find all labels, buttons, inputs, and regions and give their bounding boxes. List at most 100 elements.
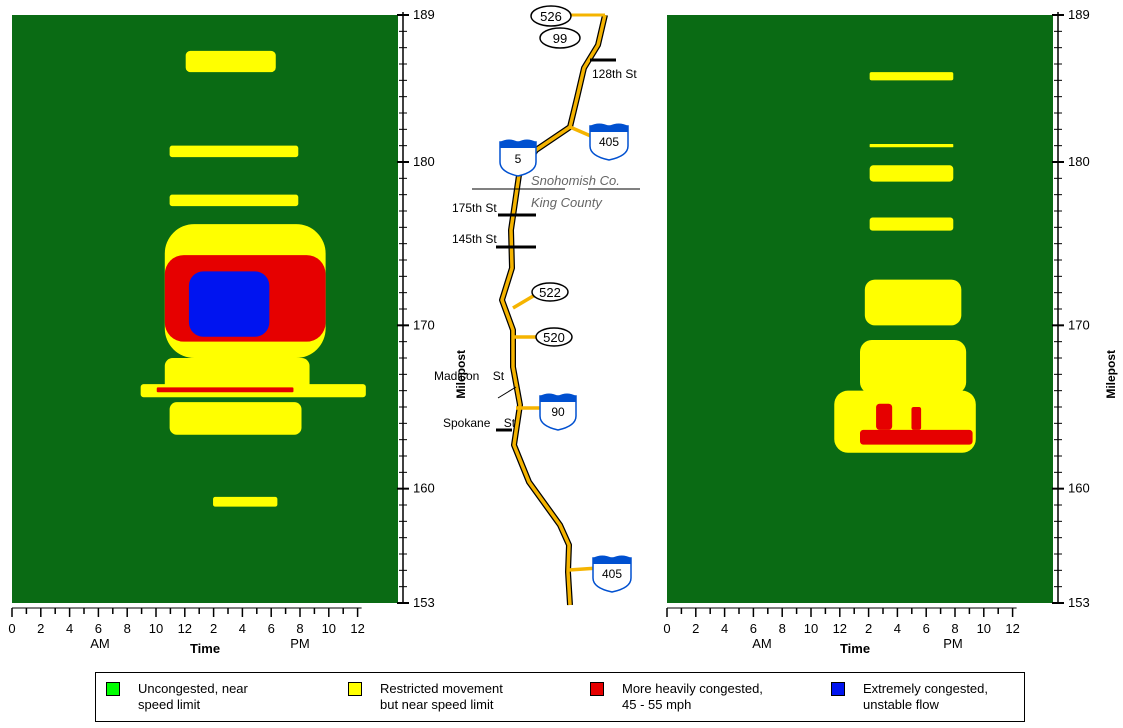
time-tick-label: 8: [124, 621, 131, 636]
milepost-tick-label: 153: [413, 595, 435, 610]
time-tick-label: 0: [663, 621, 670, 636]
sr522-shield: 522: [531, 282, 569, 302]
time-axis-label: Time: [190, 641, 220, 656]
legend-swatch-extreme: [831, 682, 845, 696]
legend-swatch-uncongested: [106, 682, 120, 696]
sr526-label: 526: [540, 9, 562, 24]
i90-label: 90: [551, 405, 565, 419]
congestion-region-restricted: [869, 144, 954, 148]
i90-shield-icon: 90: [539, 393, 577, 431]
pm-label: PM: [290, 636, 310, 651]
time-tick-label: 4: [894, 621, 901, 636]
congestion-region-heavy: [156, 387, 294, 393]
sr99-label: 99: [553, 31, 567, 46]
milepost-tick-label: 189: [413, 7, 435, 22]
congestion-region-restricted: [213, 496, 278, 507]
plot-background: [667, 15, 1053, 603]
sr522-label: 522: [539, 285, 561, 300]
congestion-region-restricted: [169, 194, 299, 207]
time-tick-label: 10: [149, 621, 163, 636]
congestion-region-restricted: [869, 165, 954, 182]
sr99-shield: 99: [539, 27, 581, 49]
time-tick-label: 12: [178, 621, 192, 636]
am-label: AM: [90, 636, 110, 651]
milepost-tick-label: 160: [1068, 481, 1090, 496]
milepost-tick-label: 180: [1068, 154, 1090, 169]
time-axis-label: Time: [840, 641, 870, 656]
time-tick-label: 12: [1005, 621, 1019, 636]
legend-item-extreme: Extremely congested, unstable flow: [831, 681, 988, 713]
congestion-region-restricted: [169, 145, 299, 158]
congestion-region-restricted: [864, 279, 962, 326]
legend-item-uncongested: Uncongested, near speed limit: [106, 681, 248, 713]
time-tick-label: 6: [268, 621, 275, 636]
time-tick-label: 2: [865, 621, 872, 636]
street-label-175th: 175th St: [452, 201, 497, 215]
i405-north-shield-icon: 405: [589, 123, 629, 161]
legend-label-restricted: Restricted movement but near speed limit: [380, 681, 503, 712]
time-tick-label: 8: [296, 621, 303, 636]
legend-item-heavy: More heavily congested, 45 - 55 mph: [590, 681, 763, 713]
time-tick-label: 0: [8, 621, 15, 636]
legend-box: Uncongested, near speed limit Restricted…: [95, 672, 1025, 722]
street-tick-madison: [497, 386, 517, 399]
i5-label: 5: [515, 152, 522, 166]
congestion-region-restricted: [169, 402, 302, 435]
street-label-145th: 145th St: [452, 232, 497, 246]
time-tick-label: 4: [66, 621, 73, 636]
time-tick-label: 12: [350, 621, 364, 636]
street-label-128th: 128th St: [592, 67, 637, 81]
milepost-tick-label: 153: [1068, 595, 1090, 610]
legend-swatch-restricted: [348, 682, 362, 696]
left-congestion-chart: 153 160 170 180 189 Milepost 0 2 4 6 8 10 12 2 4 6 8 10 12…: [8, 7, 468, 656]
route-line-i5: [500, 14, 607, 606]
legend-label-uncongested: Uncongested, near speed limit: [138, 681, 248, 712]
congestion-region-restricted: [869, 72, 954, 81]
time-tick-label: 8: [951, 621, 958, 636]
congestion-region-heavy: [911, 407, 922, 430]
congestion-region-heavy: [876, 403, 893, 430]
time-tick-label: 2: [37, 621, 44, 636]
street-label-spokane: Spokane St: [443, 416, 516, 430]
i405-north-label: 405: [599, 135, 619, 149]
street-label-madison: Madison St: [434, 369, 505, 383]
time-tick-label: 10: [322, 621, 336, 636]
time-tick-label: 4: [239, 621, 246, 636]
time-tick-label: 10: [977, 621, 991, 636]
time-tick-label: 6: [750, 621, 757, 636]
pm-label: PM: [943, 636, 963, 651]
congestion-region-extreme: [188, 271, 270, 337]
time-tick-label: 2: [692, 621, 699, 636]
congestion-region-restricted: [860, 340, 967, 394]
i405-south-shield-icon: 405: [592, 555, 632, 593]
legend-label-heavy: More heavily congested, 45 - 55 mph: [622, 681, 763, 712]
congestion-region-restricted: [869, 217, 954, 231]
congestion-region-restricted: [185, 50, 276, 73]
am-label: AM: [752, 636, 772, 651]
milepost-axis-label: Milepost: [1104, 350, 1118, 399]
i5-shield-icon: 5: [499, 139, 537, 177]
milepost-tick-label: 189: [1068, 7, 1090, 22]
milepost-tick-label: 170: [413, 317, 435, 332]
right-congestion-chart: 153 160 170 180 189 Milepost 0 2 4 6 8 10 12 2 4 6 8 10 12…: [663, 7, 1118, 656]
time-tick-label: 6: [923, 621, 930, 636]
milepost-tick-label: 170: [1068, 317, 1090, 332]
corridor-map: Snohomish Co. King County 128th St 175th…: [434, 5, 640, 606]
legend-item-restricted: Restricted movement but near speed limit: [348, 681, 503, 713]
time-tick-label: 4: [721, 621, 728, 636]
sr526-shield: 526: [530, 5, 572, 27]
sr520-shield: 520: [535, 327, 573, 347]
milepost-tick-label: 180: [413, 154, 435, 169]
legend-swatch-heavy: [590, 682, 604, 696]
time-tick-label: 10: [804, 621, 818, 636]
legend-label-extreme: Extremely congested, unstable flow: [863, 681, 989, 712]
time-tick-label: 12: [833, 621, 847, 636]
congestion-region-heavy: [860, 429, 973, 445]
sr520-label: 520: [543, 330, 565, 345]
time-tick-label: 6: [95, 621, 102, 636]
milepost-tick-label: 160: [413, 481, 435, 496]
county-label-north: Snohomish Co.: [531, 173, 620, 188]
i405-south-label: 405: [602, 567, 622, 581]
time-tick-label: 8: [779, 621, 786, 636]
